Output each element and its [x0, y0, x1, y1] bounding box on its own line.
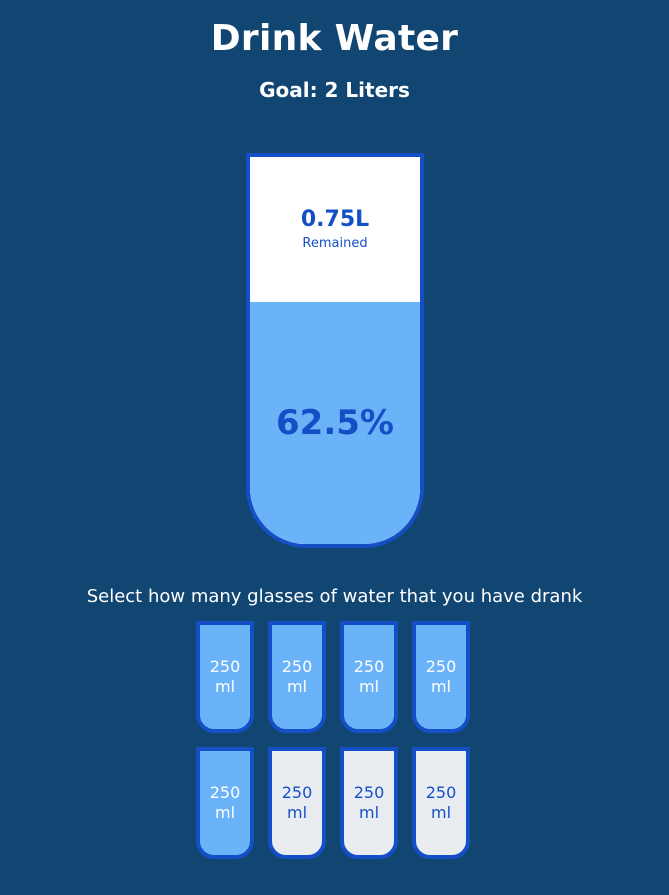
water-fill-percentage: 62.5% — [250, 302, 420, 544]
small-cup-3[interactable]: 250 ml — [340, 621, 398, 733]
main-water-cup: 0.75L Remained 62.5% — [246, 153, 424, 548]
small-cup-5[interactable]: 250 ml — [196, 747, 254, 859]
page-title: Drink Water — [210, 18, 459, 59]
goal-text: Goal: 2 Liters — [259, 78, 410, 102]
cup-amount: 250 — [353, 783, 385, 802]
remained-section: 0.75L Remained — [250, 157, 420, 302]
small-cup-7[interactable]: 250 ml — [340, 747, 398, 859]
small-cup-8[interactable]: 250 ml — [412, 747, 470, 859]
cup-unit: ml — [214, 803, 236, 822]
cup-unit: ml — [430, 803, 452, 822]
small-cup-2[interactable]: 250 ml — [268, 621, 326, 733]
cup-amount: 250 — [209, 783, 241, 802]
cup-amount: 250 — [425, 657, 457, 676]
small-cup-1[interactable]: 250 ml — [196, 621, 254, 733]
cup-amount: 250 — [209, 657, 241, 676]
cup-amount: 250 — [281, 657, 313, 676]
remained-label: Remained — [302, 236, 368, 252]
cup-unit: ml — [214, 677, 236, 696]
instruction-text: Select how many glasses of water that yo… — [86, 586, 583, 607]
small-cup-4[interactable]: 250 ml — [412, 621, 470, 733]
cup-unit: ml — [358, 677, 380, 696]
small-cup-6[interactable]: 250 ml — [268, 747, 326, 859]
small-cups-grid: 250 ml 250 ml 250 ml 250 ml 250 ml 250 ml 250 m… — [196, 621, 476, 859]
cup-unit: ml — [286, 803, 308, 822]
cup-amount: 250 — [353, 657, 385, 676]
cup-unit: ml — [430, 677, 452, 696]
cup-amount: 250 — [425, 783, 457, 802]
cup-unit: ml — [286, 677, 308, 696]
cup-unit: ml — [358, 803, 380, 822]
cup-amount: 250 — [281, 783, 313, 802]
remained-value: 0.75L — [300, 206, 370, 232]
